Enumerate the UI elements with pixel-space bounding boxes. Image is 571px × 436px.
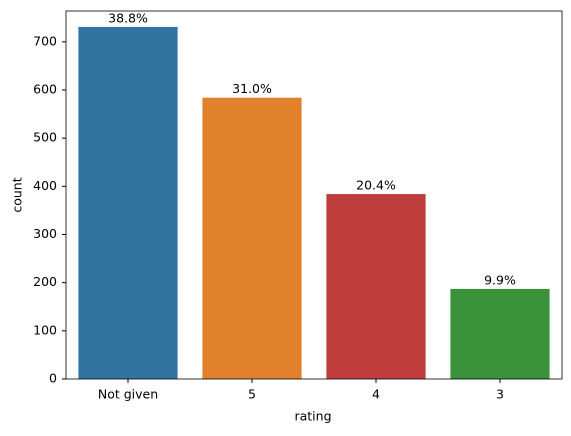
y-tick-label: 100 <box>33 322 57 337</box>
x-tick-label: 3 <box>496 387 504 402</box>
y-tick-label: 600 <box>33 81 57 96</box>
y-tick-label: 400 <box>33 178 57 193</box>
bar-annotation: 9.9% <box>484 272 516 287</box>
y-axis-label: count <box>10 177 25 212</box>
bar-annotation: 38.8% <box>108 10 148 25</box>
x-tick-label: 5 <box>248 387 256 402</box>
x-tick-label: 4 <box>372 387 380 402</box>
plot-frame <box>65 10 563 380</box>
y-tick-label: 300 <box>33 226 57 241</box>
bar <box>326 194 426 379</box>
y-tick-label: 700 <box>33 33 57 48</box>
y-tick-label: 500 <box>33 130 57 145</box>
y-tick-label: 0 <box>49 371 57 386</box>
bar-annotation: 20.4% <box>356 178 396 193</box>
x-axis-label: rating <box>294 409 331 424</box>
bar-annotation: 31.0% <box>232 81 272 96</box>
bar <box>202 97 302 379</box>
bar <box>78 26 178 379</box>
y-tick-label: 200 <box>33 274 57 289</box>
bar <box>450 288 550 379</box>
x-tick-label: Not given <box>98 387 158 402</box>
